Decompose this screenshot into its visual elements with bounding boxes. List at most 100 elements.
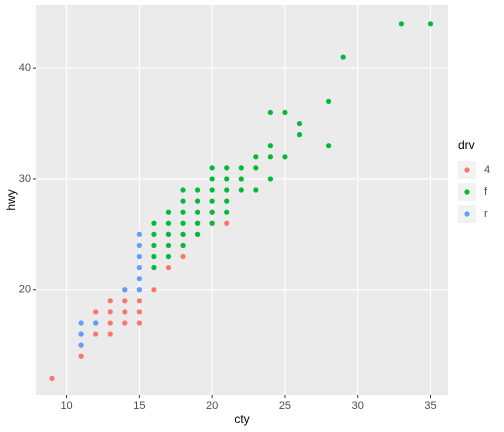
y-axis-label: hwy xyxy=(4,189,18,210)
point xyxy=(296,132,303,138)
point xyxy=(136,264,142,271)
point xyxy=(253,165,259,171)
point xyxy=(151,220,157,226)
point xyxy=(136,320,142,326)
x-axis-label: cty xyxy=(234,412,249,426)
point xyxy=(107,331,113,337)
point xyxy=(224,176,230,182)
point xyxy=(224,187,230,193)
x-tick-label: 30 xyxy=(352,400,364,412)
point xyxy=(180,209,186,215)
point xyxy=(209,165,215,171)
point xyxy=(209,176,215,182)
point xyxy=(238,176,244,182)
point xyxy=(194,231,201,237)
y-tick-label: 20 xyxy=(19,284,31,296)
point xyxy=(224,165,230,171)
point xyxy=(107,298,113,304)
point xyxy=(180,231,186,237)
point xyxy=(122,309,128,315)
point xyxy=(253,154,259,160)
point xyxy=(267,176,273,182)
point xyxy=(107,320,113,326)
legend-marker xyxy=(464,167,470,173)
point xyxy=(151,253,157,260)
point xyxy=(194,198,201,204)
point xyxy=(209,220,215,226)
legend-label: 4 xyxy=(484,164,490,176)
y-tick-label: 30 xyxy=(19,173,31,185)
y-tick-label: 40 xyxy=(19,62,31,74)
point xyxy=(194,209,201,215)
x-tick-label: 10 xyxy=(60,400,72,412)
point xyxy=(151,231,157,237)
point xyxy=(398,21,405,27)
point xyxy=(78,320,84,326)
point xyxy=(180,220,186,226)
point xyxy=(209,209,215,215)
x-tick-label: 25 xyxy=(279,400,291,412)
legend-marker xyxy=(464,189,470,195)
point xyxy=(49,375,55,381)
point xyxy=(165,242,172,249)
legend-marker xyxy=(464,211,470,217)
point xyxy=(165,253,172,260)
point xyxy=(136,276,142,282)
point xyxy=(136,231,142,237)
point xyxy=(165,264,172,271)
point xyxy=(282,109,288,116)
point xyxy=(165,220,172,226)
point xyxy=(267,154,273,160)
point xyxy=(209,187,215,193)
x-tick-label: 35 xyxy=(424,400,436,412)
point xyxy=(122,320,128,326)
x-tick-label: 20 xyxy=(206,400,218,412)
legend-title: drv xyxy=(458,138,475,152)
point xyxy=(78,342,84,348)
x-tick-label: 15 xyxy=(133,400,145,412)
point xyxy=(224,220,230,226)
point xyxy=(253,187,259,193)
point xyxy=(427,21,434,27)
point xyxy=(224,209,230,215)
point xyxy=(282,154,288,160)
point xyxy=(151,242,157,249)
point xyxy=(151,264,157,271)
point xyxy=(180,198,186,204)
point xyxy=(165,231,172,237)
legend-label: f xyxy=(484,186,488,198)
point xyxy=(180,187,186,193)
point xyxy=(122,287,128,293)
point xyxy=(136,298,142,304)
point xyxy=(93,309,99,315)
point xyxy=(78,353,84,359)
point xyxy=(180,242,186,249)
point xyxy=(224,198,230,204)
point xyxy=(93,331,99,337)
point xyxy=(136,242,142,249)
point xyxy=(136,287,142,293)
point xyxy=(151,287,157,293)
point xyxy=(340,54,346,60)
panel xyxy=(36,5,448,395)
point xyxy=(136,309,142,315)
point xyxy=(326,98,332,104)
point xyxy=(296,120,303,127)
point xyxy=(136,253,142,260)
point xyxy=(326,143,332,149)
point xyxy=(194,220,201,226)
point xyxy=(238,165,244,171)
point xyxy=(122,298,128,304)
point xyxy=(194,187,201,193)
point xyxy=(107,309,113,315)
point xyxy=(209,198,215,204)
legend-label: r xyxy=(484,208,488,220)
point xyxy=(238,187,244,193)
point xyxy=(267,143,273,149)
point xyxy=(93,320,99,326)
point xyxy=(78,331,84,337)
point xyxy=(165,209,172,215)
point xyxy=(267,109,273,116)
point xyxy=(180,253,186,260)
